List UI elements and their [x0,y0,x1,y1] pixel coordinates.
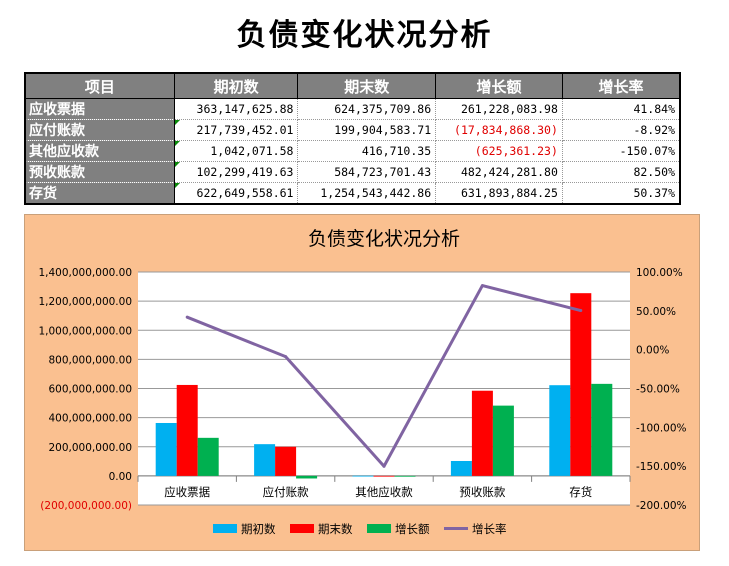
y2-tick-label: -50.00% [636,384,680,396]
error-indicator-icon [174,162,180,167]
y-tick-label: 600,000,000.00 [49,384,133,396]
cell-growth: (17,834,868.30) [435,119,563,141]
y-tick-label: 0.00 [109,471,132,483]
cell-rate: -8.92% [562,119,681,141]
error-indicator-icon [174,120,180,125]
cell-end: 584,723,701.43 [297,161,437,183]
cell-begin: 217,739,452.01 [174,119,299,141]
bar [450,460,472,476]
legend-swatch [367,524,391,533]
x-tick-label: 应付账款 [263,485,309,499]
y2-tick-label: -200.00% [636,500,687,512]
bar [155,422,177,476]
row-label: 其他应收款 [25,140,175,162]
cell-growth: (625,361.23) [435,140,563,162]
legend-swatch [213,524,237,533]
cell-growth: 482,424,281.80 [435,161,563,183]
legend-label: 期初数 [241,522,276,536]
y2-tick-label: 0.00% [636,345,669,357]
cell-end: 199,904,583.71 [297,119,437,141]
legend-label: 增长率 [472,522,507,536]
x-tick-label: 其他应收款 [355,485,413,499]
bar [570,293,592,476]
row-label: 应付账款 [25,119,175,141]
cell-end: 416,710.35 [297,140,437,162]
line-point [185,315,189,319]
table-row: 应付账款 217,739,452.01 199,904,583.71 (17,834,… [25,119,681,141]
bar [591,383,613,476]
bar [352,475,374,477]
row-label: 预收账款 [25,161,175,183]
bar [492,405,514,476]
cell-end: 624,375,709.86 [297,98,437,120]
cell-rate: 50.37% [562,182,681,205]
cell-growth: 631,893,884.25 [435,182,563,205]
y2-tick-label: 50.00% [636,306,676,318]
row-label: 应收票据 [25,98,175,120]
chart-svg: 负债变化状况分析 1,400,000,000.00 1,200,000,000.00… [38,228,687,536]
chart-title: 负债变化状况分析 [308,228,460,250]
bar [254,444,276,476]
y2-tick-label: -100.00% [636,422,687,434]
page-title: 负债变化状况分析 [236,18,493,53]
x-tick-label: 存货 [569,485,592,499]
line-point [579,309,583,313]
chart-area: 负债变化状况分析 1,400,000,000.00 1,200,000,000.00… [24,214,700,551]
bar [296,475,318,479]
cell-begin: 622,649,558.61 [174,182,299,205]
cell-end: 1,254,543,442.86 [297,182,437,205]
col-header-end: 期末数 [297,72,437,99]
legend-label: 期末数 [318,522,353,536]
col-header-rate: 增长率 [561,72,681,99]
table-row: 预收账款 102,299,419.63 584,723,701.43 482,424,… [25,161,681,183]
cell-rate: 41.84% [562,98,681,120]
y-tick-label: 800,000,000.00 [49,354,133,366]
table-row: 存货 622,649,558.61 1,254,543,442.86 631,893,… [25,182,681,205]
line-point [480,284,484,288]
y-tick-label: 1,200,000,000.00 [38,296,132,308]
y2-tick-label: 100.00% [636,267,683,279]
legend-swatch [290,524,314,533]
y-tick-label: (200,000,000.00) [40,500,132,512]
error-indicator-icon [174,141,180,146]
col-header-begin: 期初数 [173,72,299,99]
bar [176,384,198,476]
cell-rate: -150.07% [562,140,681,162]
error-indicator-icon [174,183,180,188]
cell-begin: 102,299,419.63 [174,161,299,183]
y-tick-label: 1,400,000,000.00 [38,267,132,279]
table-row: 其他应收款 1,042,071.58 416,710.35 (625,361.23) -… [25,140,681,162]
line-point [284,355,288,359]
bar [197,437,219,476]
y-tick-label: 200,000,000.00 [49,442,133,454]
table-row: 应收票据 363,147,625.88 624,375,709.86 261,228,… [25,98,681,120]
table-header-row: 项目 期初数 期末数 增长额 增长率 [24,72,681,99]
cell-rate: 82.50% [562,161,681,183]
bar [394,475,416,477]
x-tick-label: 应收票据 [164,485,210,499]
bar [471,390,493,476]
x-tick-label: 预收账款 [459,485,505,499]
col-header-item: 项目 [24,72,175,99]
row-label: 存货 [25,182,175,205]
bar [549,385,571,476]
y2-tick-label: -150.00% [636,461,687,473]
data-table: 项目 期初数 期末数 增长额 增长率 应收票据 363,147,625.88 624… [24,72,681,205]
cell-begin: 1,042,071.58 [174,140,299,162]
bar [275,446,297,476]
bar [373,475,395,477]
y-tick-label: 1,000,000,000.00 [38,325,132,337]
legend-label: 增长额 [395,522,430,536]
cell-growth: 261,228,083.98 [435,98,563,120]
y-tick-label: 400,000,000.00 [49,413,133,425]
cell-begin: 363,147,625.88 [174,98,299,120]
line-point [382,464,386,468]
col-header-growth: 增长额 [435,72,563,99]
